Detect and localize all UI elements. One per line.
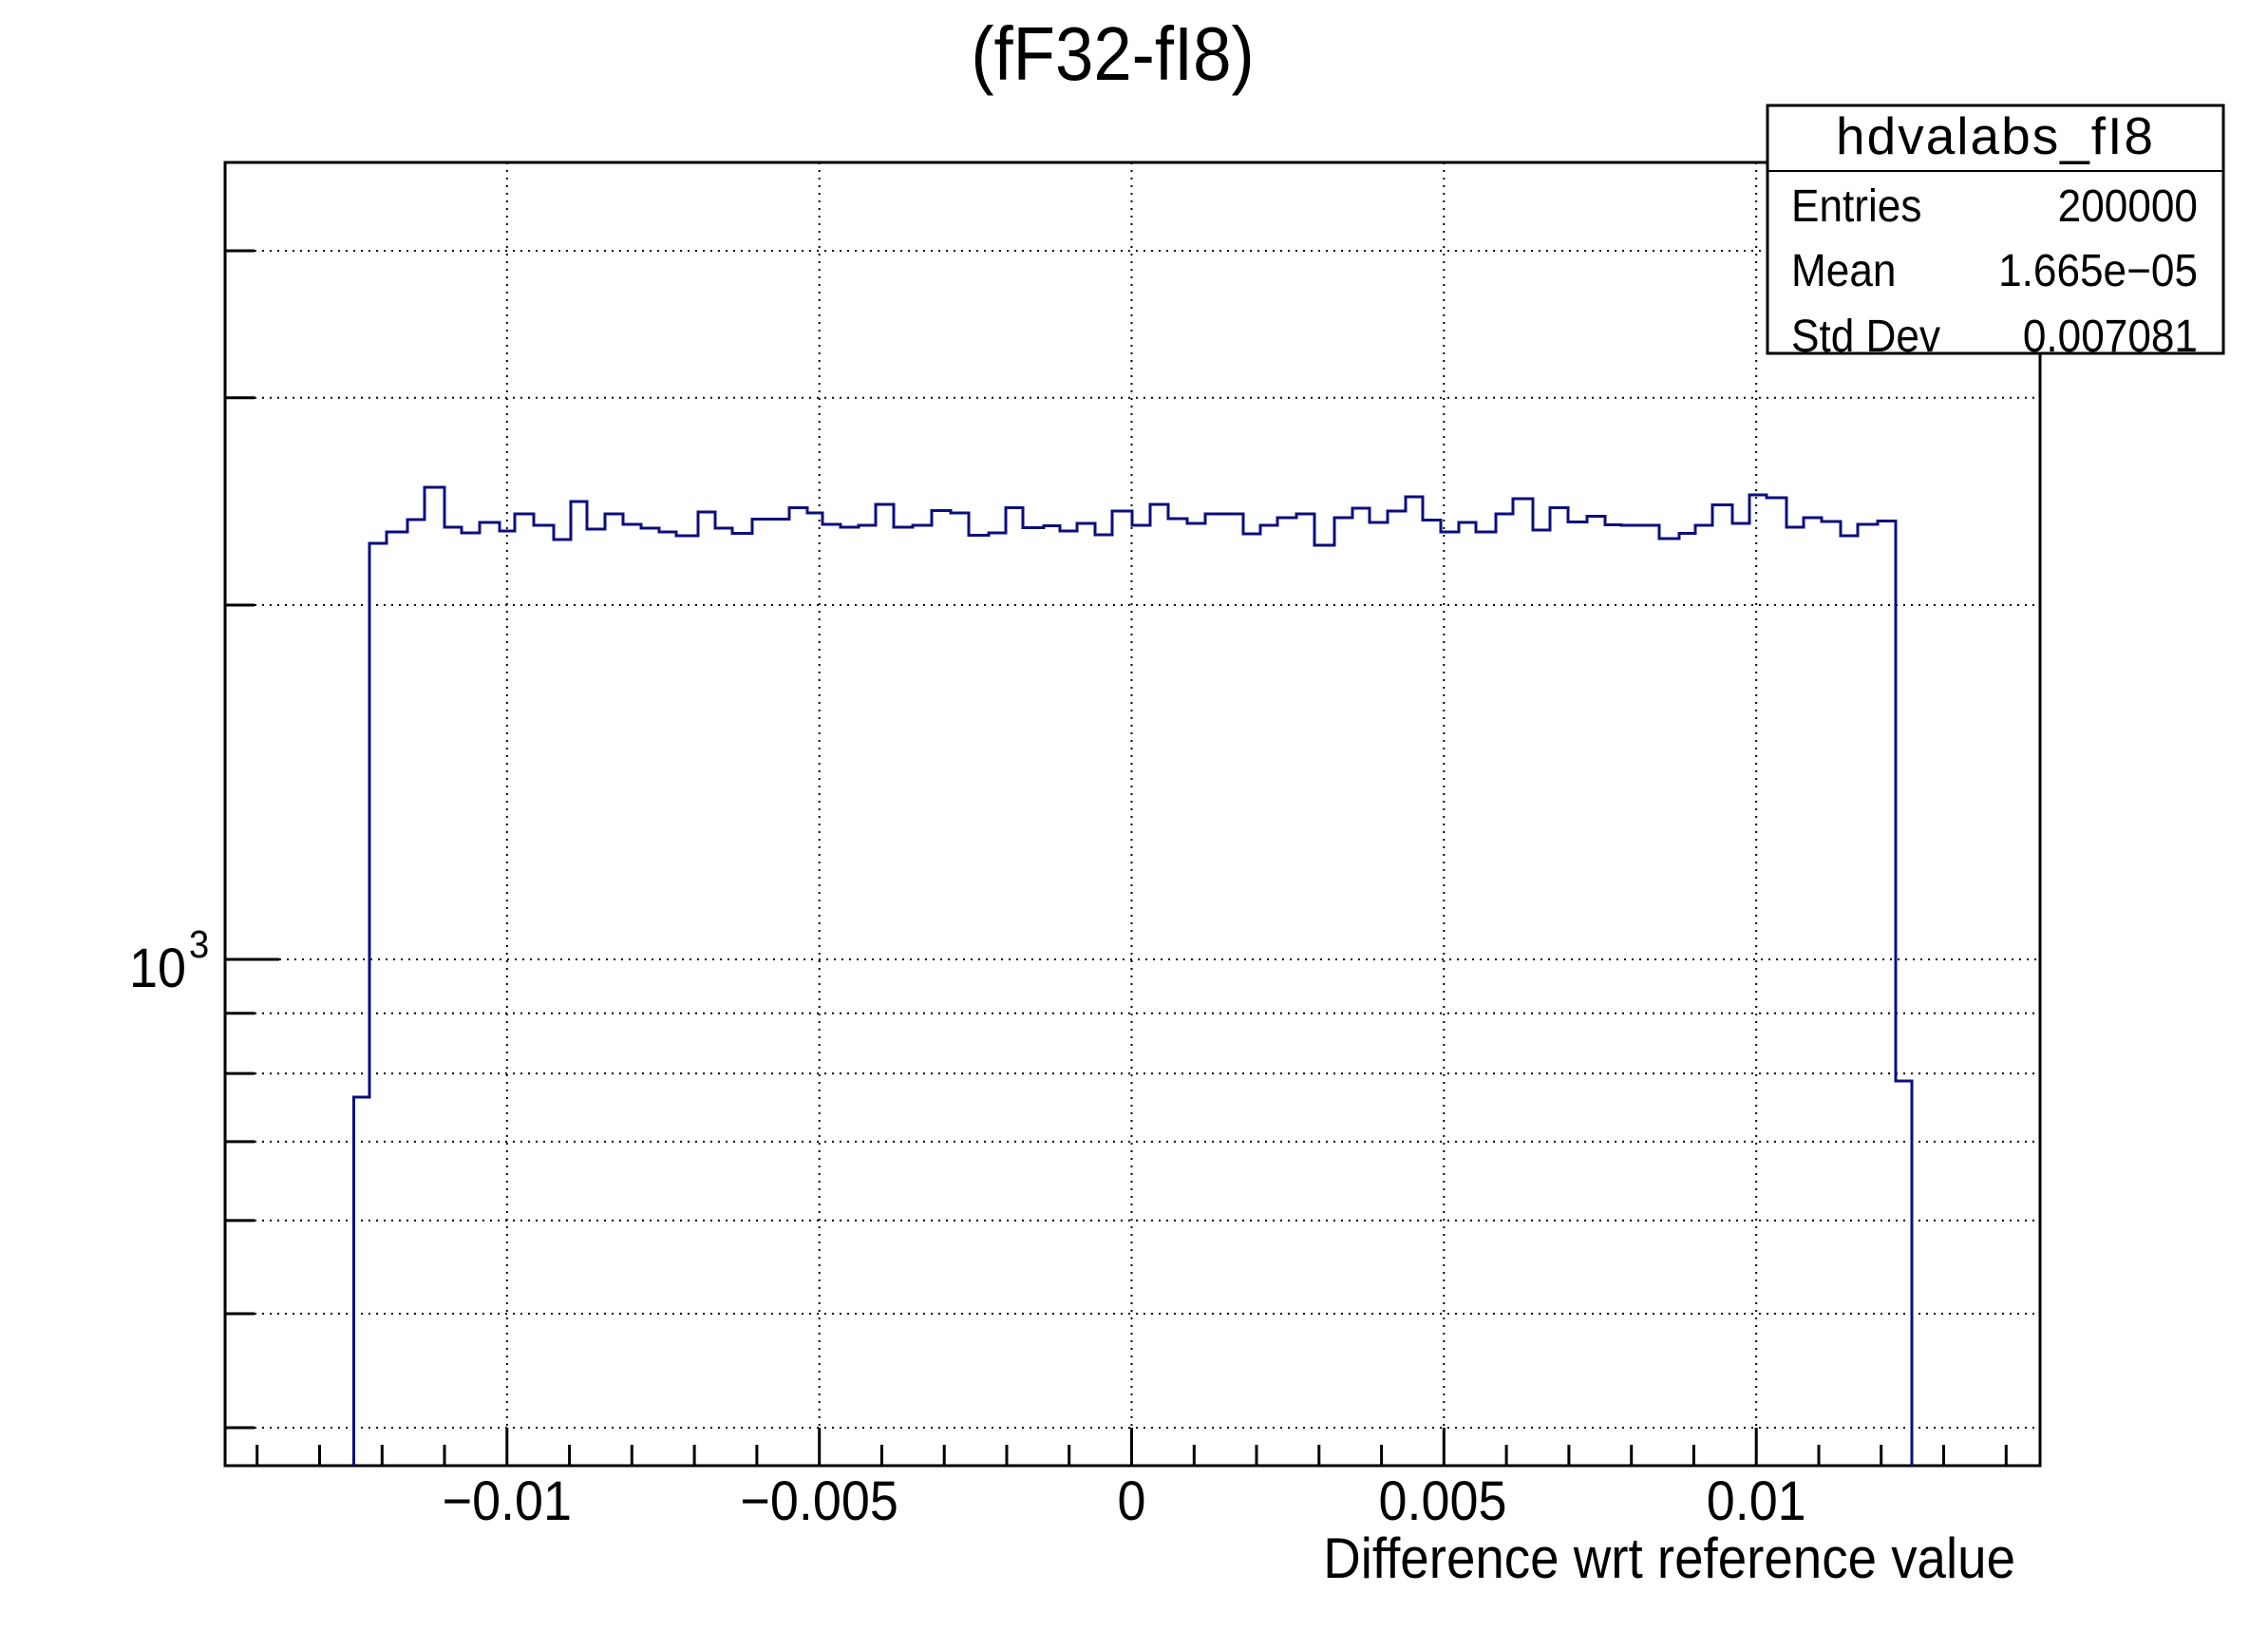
svg-text:Difference wrt reference value: Difference wrt reference value [1323,1527,2015,1591]
svg-text:(fF32-fI8): (fF32-fI8) [971,12,1254,97]
svg-text:0.01: 0.01 [1707,1469,1806,1531]
svg-text:Mean: Mean [1791,244,1896,295]
svg-text:10: 10 [129,937,186,998]
svg-text:1.665e−05: 1.665e−05 [1998,244,2198,295]
svg-text:3: 3 [189,923,209,967]
svg-text:200000: 200000 [2058,180,2198,231]
svg-text:−0.01: −0.01 [443,1469,572,1531]
svg-text:0.005: 0.005 [1379,1469,1507,1531]
svg-text:0: 0 [1117,1469,1145,1531]
svg-text:Std Dev: Std Dev [1791,310,1940,361]
svg-text:−0.005: −0.005 [740,1469,898,1531]
svg-text:0.007081: 0.007081 [2023,310,2198,361]
svg-text:hdvalabs_fI8: hdvalabs_fI8 [1836,106,2155,165]
svg-text:Entries: Entries [1791,180,1921,231]
